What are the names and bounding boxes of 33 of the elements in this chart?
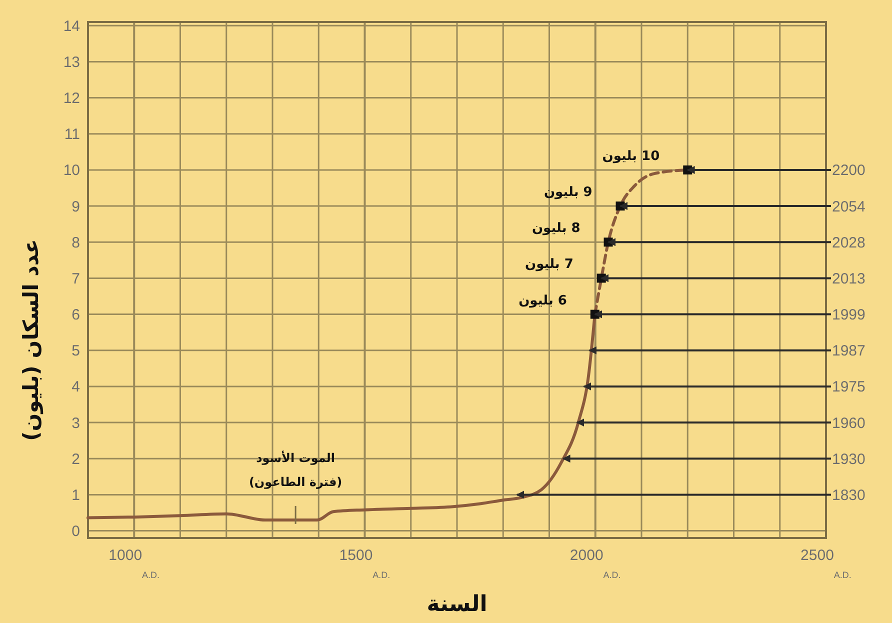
annotation: 1830: [832, 486, 866, 504]
y-tick-label: 5: [72, 342, 80, 360]
annotation: 1930: [832, 450, 866, 468]
y-tick-label: 3: [72, 414, 80, 432]
y-tick-label: 14: [63, 18, 80, 35]
y-axis-title: عدد السكان (بليون): [19, 239, 44, 441]
y-tick-label: 8: [72, 234, 80, 252]
y-tick-label: 2: [72, 450, 80, 468]
y-tick-label: 7: [72, 270, 80, 288]
y-tick-label: 12: [63, 90, 80, 108]
annotation: 1987: [832, 342, 866, 360]
y-tick-label: 10: [63, 162, 80, 180]
annotation: 2028: [832, 234, 866, 252]
x-axis-title: السنة: [426, 592, 488, 617]
annotation: 1960: [832, 414, 866, 432]
y-tick-label: 0: [72, 523, 80, 540]
annotation: 8 بليون: [532, 221, 580, 236]
y-tick-label: 13: [63, 54, 80, 71]
y-tick-label: 6: [72, 306, 80, 324]
annotation: 6 بليون: [518, 293, 567, 308]
annotation: 1999: [832, 306, 866, 324]
annotation: 9 بليون: [544, 185, 592, 200]
annotation: 10 بليون: [602, 148, 660, 164]
annotation: 2200: [832, 162, 866, 180]
annotation: الموت الأسود (فترة الطاعون): [248, 450, 342, 489]
annotation: 7 بليون: [525, 257, 574, 272]
y-tick-label: 4: [72, 378, 80, 396]
annotation: 1975: [832, 378, 866, 396]
y-tick-label: 1: [72, 486, 80, 504]
y-tick-label: 9: [72, 198, 80, 216]
y-tick-label: 11: [64, 126, 80, 144]
annotation: 2013: [832, 270, 866, 288]
annotation: 2054: [832, 198, 866, 216]
